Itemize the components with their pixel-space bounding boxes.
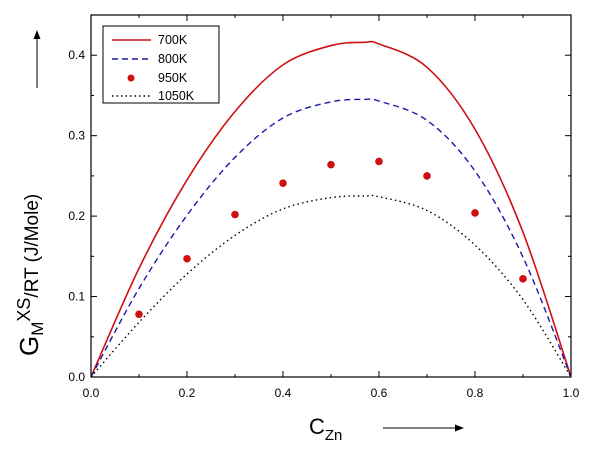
y-tick-label: 0.2 [68, 209, 85, 223]
y-tick-label: 0.3 [68, 129, 85, 143]
data-point-950k [279, 179, 287, 187]
legend-label-800k: 800K [158, 52, 188, 66]
data-point-950k [327, 160, 335, 169]
legend: 700K 800K 950K 1050K [102, 25, 220, 104]
x-axis-title: CZn [309, 414, 342, 444]
x-tick-label: 0.2 [179, 386, 196, 400]
y-title-m: M [28, 322, 47, 336]
y-axis-title: GMXS/RT (J/Mole) [14, 194, 47, 356]
y-axis-arrow [33, 30, 41, 88]
data-point-950k [231, 210, 239, 219]
x-tick-label: 0.0 [83, 386, 100, 400]
legend-box [102, 25, 220, 104]
x-tick-label: 0.4 [275, 386, 292, 400]
y-title-xs: XS [14, 298, 34, 322]
series-line-1050k [90, 194, 572, 378]
axis-tick-labels: 0.0 0.2 0.4 0.6 0.8 1.0 0.0 0.1 0.2 0.3 0.4 [68, 48, 579, 400]
data-point-950k [471, 209, 479, 217]
data-point-950k [375, 157, 383, 166]
x-tick-label: 0.8 [467, 386, 484, 400]
x-tick-label: 1.0 [563, 386, 580, 400]
data-point-950k [183, 254, 191, 263]
legend-sample-950k [127, 74, 135, 82]
y-tick-label: 0.4 [68, 48, 85, 62]
x-title-c: C [309, 414, 325, 439]
series-group [90, 40, 572, 378]
x-tick-label: 0.6 [371, 386, 388, 400]
legend-label-700k: 700K [158, 33, 188, 47]
legend-label-1050k: 1050K [158, 89, 195, 103]
y-title-rest: /RT (J/Mole) [22, 194, 43, 298]
data-point-950k [423, 172, 431, 180]
axis-ticks [90, 15, 572, 378]
series-line-700k [90, 40, 572, 378]
y-tick-label: 0.0 [68, 370, 85, 384]
legend-label-950k: 950K [158, 71, 188, 85]
x-title-zn: Zn [325, 427, 343, 444]
series-line-800k [90, 98, 572, 378]
data-point-950k [519, 275, 527, 283]
y-tick-label: 0.1 [68, 290, 85, 304]
x-axis-arrow [383, 424, 464, 432]
data-point-950k [135, 310, 143, 319]
y-title-g: G [14, 336, 44, 356]
